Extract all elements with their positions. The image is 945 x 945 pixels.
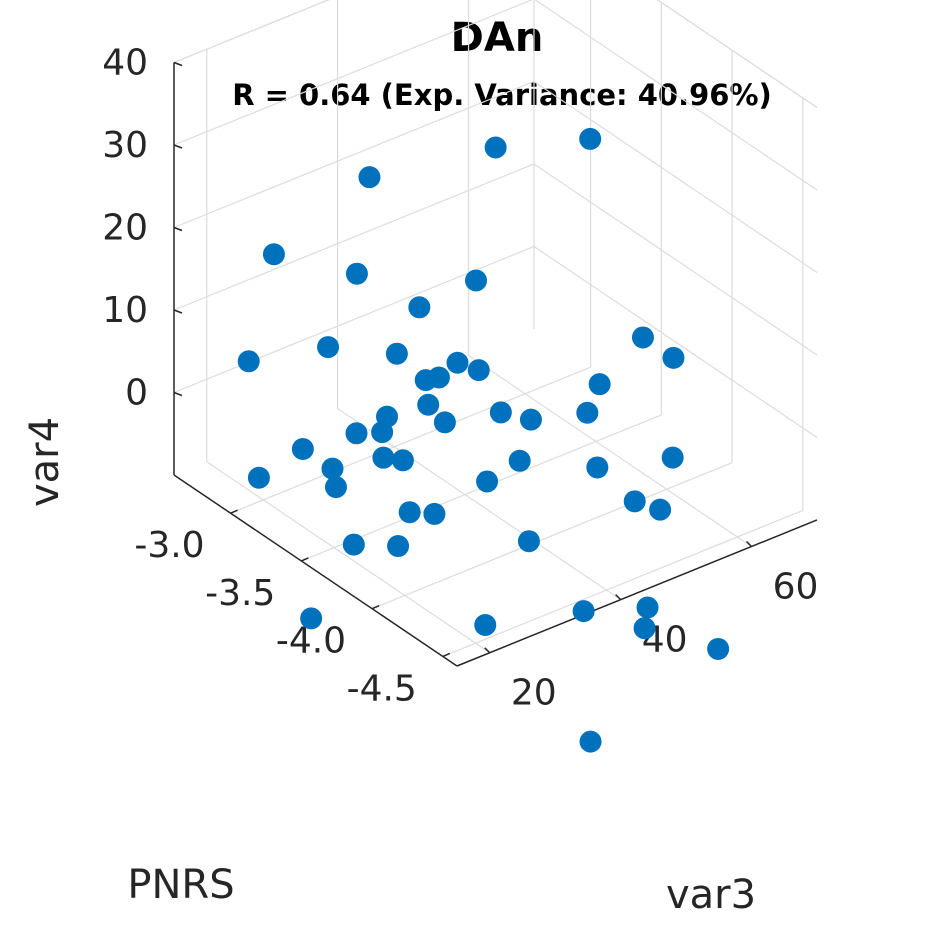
data-point-37 [423, 502, 446, 525]
data-point-16 [662, 346, 685, 369]
y-axis-line [456, 519, 818, 667]
y-tick [745, 540, 753, 548]
gridline-y [206, 461, 491, 654]
data-point-32 [508, 449, 531, 472]
gridline-y [468, 355, 752, 548]
x-axis-label: PNRS [127, 862, 234, 908]
x-tick-label: -3.0 [134, 525, 204, 566]
grid-lines [173, 0, 818, 658]
gridline-x [230, 366, 591, 514]
data-point-6 [345, 262, 368, 285]
gridline-z [173, 80, 535, 229]
data-point-8 [237, 350, 260, 373]
gridline-x [371, 462, 733, 610]
x-tick-label: -3.5 [205, 573, 275, 614]
data-point-39 [649, 498, 672, 521]
data-point-43 [474, 613, 497, 636]
data-point-38 [623, 490, 646, 513]
data-point-23 [291, 438, 314, 461]
z-tick-label: 0 [125, 373, 148, 414]
box-edge [656, 0, 818, 108]
data-point-36 [398, 501, 421, 524]
data-point-4 [262, 243, 285, 266]
z-tick [173, 391, 183, 397]
x-axis-line [173, 474, 458, 667]
data-point-5 [465, 269, 488, 292]
data-point-15 [631, 326, 654, 349]
data-point-48 [707, 637, 730, 660]
data-point-3 [358, 166, 381, 189]
data-point-31 [324, 476, 347, 499]
x-tick [301, 557, 309, 562]
data-point-7 [408, 296, 431, 319]
gridline-z [533, 245, 818, 438]
data-point-21 [588, 373, 611, 396]
y-tick-label: 20 [511, 673, 557, 714]
data-point-12 [467, 359, 490, 382]
data-point-44 [300, 607, 323, 630]
data-point-1 [579, 127, 602, 150]
z-tick [173, 144, 183, 149]
y-tick [484, 647, 491, 654]
gridline-x [442, 509, 804, 658]
z-tick-label: 10 [102, 290, 148, 331]
gridline-z [173, 0, 534, 146]
x-tick-label: -4.5 [347, 668, 417, 709]
z-tick [173, 61, 183, 67]
y-tick-label: 60 [773, 567, 819, 608]
data-point-45 [572, 600, 595, 623]
data-point-33 [476, 470, 499, 493]
data-point-47 [633, 617, 656, 640]
z-tick [173, 309, 183, 314]
gridline-z [534, 0, 818, 191]
x-tick [230, 509, 238, 514]
data-point-2 [484, 136, 507, 159]
gridline-z [173, 163, 535, 311]
data-point-40 [342, 533, 365, 556]
data-point-30 [247, 466, 270, 489]
z-axis-label: var4 [22, 417, 68, 507]
data-point-34 [661, 446, 684, 469]
data-point-9 [317, 336, 340, 359]
data-point-49 [579, 730, 602, 753]
z-tick-label: 40 [102, 43, 148, 84]
data-point-17 [417, 393, 440, 416]
gridline-z [533, 80, 818, 273]
data-point-29 [321, 457, 344, 480]
data-points [237, 127, 730, 753]
chart-title: DAn [451, 15, 544, 61]
gridline-z [533, 163, 818, 356]
data-point-19 [345, 422, 368, 445]
axes [173, 61, 818, 667]
data-point-11 [446, 351, 469, 374]
data-point-25 [576, 401, 599, 424]
y-axis-label: var3 [666, 872, 756, 918]
data-point-46 [636, 596, 659, 619]
data-point-35 [586, 456, 609, 479]
data-point-41 [387, 535, 410, 558]
box-edge [173, 0, 330, 64]
z-tick-label: 30 [102, 125, 148, 166]
data-point-22 [371, 421, 394, 444]
data-point-42 [517, 530, 540, 553]
data-point-26 [519, 408, 542, 431]
data-point-20 [433, 411, 456, 434]
x-tick [442, 652, 451, 658]
y-tick [615, 594, 622, 601]
data-point-24 [489, 401, 512, 424]
data-point-14 [427, 366, 450, 389]
z-tick [173, 226, 183, 232]
data-point-27 [372, 446, 395, 469]
z-tick-label: 20 [102, 208, 148, 249]
data-point-10 [385, 342, 408, 365]
x-tick [371, 605, 380, 610]
data-point-28 [391, 449, 414, 472]
